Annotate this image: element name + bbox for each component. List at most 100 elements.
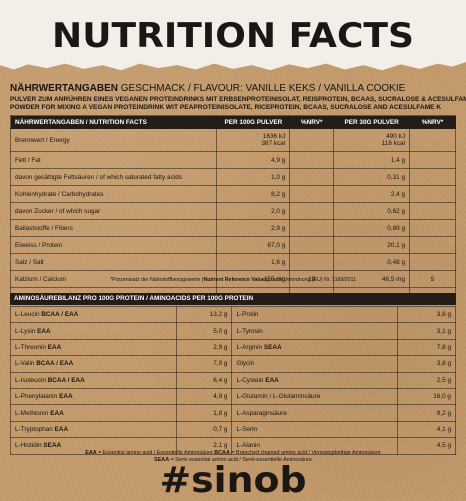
brand-hashtag: #sinob [159, 460, 307, 501]
table-row: L-Tryptophan EAA 0,7 g L-Serin 4,1 g [10, 420, 456, 439]
amino-value: 16,0 g [397, 387, 456, 406]
table-row: Kohlenhydrate / Carbohydrates 8,2 g 2,4 … [9, 185, 456, 203]
table-row: davon gesättigte Fettsäuren / of which s… [9, 168, 456, 186]
nutrient-nrv100 [289, 219, 335, 237]
nutrient-per30: 490 kJ 116 kcal [333, 128, 411, 152]
amino-value: 2,5 g [397, 371, 456, 389]
amino-name: L-Tryptophan EAA [10, 420, 177, 439]
amino-name: L-Phenylalanin EAA [10, 387, 177, 406]
nutrient-name: Salz / Salt [9, 253, 218, 271]
amino-value: 7,9 g [175, 355, 233, 373]
footnote-text-c: ) nach Verordnung (EU) Nr. 1169/2011 [267, 277, 356, 283]
nutrient-name: Kohlenhydrate / Carbohydrates [9, 185, 218, 203]
nutrient-nrv30 [409, 151, 456, 169]
col-header-per100: PER 100G PULVER [216, 115, 291, 129]
amino-name: L-Serin [231, 420, 399, 439]
amino-name-text: L-Glutamin / L-Glutaminsäure [236, 393, 321, 401]
nutrient-name: Ballaststoffe / Fibers [9, 219, 218, 237]
amino-name: L-Valin BCAA / EAA [10, 355, 177, 373]
table-row: Brennwert / Energy 1636 kJ 387 kcal 490 … [9, 128, 456, 152]
nutrient-name: Brennwert / Energy [9, 128, 218, 152]
amino-name-text: L-Lysin [15, 327, 36, 335]
nutrient-per30: 2,4 g [333, 185, 411, 203]
table-row: L-Threonin EAA 2,9 g L-Arginin SEAA 7,8 g [10, 338, 456, 357]
amino-name: Glycin [231, 355, 399, 373]
amino-name-text: L-Asparaginsäure [236, 409, 287, 417]
description-de: PULVER ZUM ANRÜHREN EINES VEGANEN PROTEI… [10, 96, 466, 103]
footnote-text-b: Nutrient Reference Values [203, 277, 268, 283]
amino-name: L-Lysin EAA [10, 322, 177, 340]
nutrient-nrv100 [289, 151, 335, 169]
legend-seaa-text: = Semi essential amino acid / Semi-essen… [169, 457, 312, 463]
amino-name-text: L-Histidin [15, 442, 42, 450]
nutrient-nrv100 [289, 202, 335, 220]
nutrient-nrv30 [409, 202, 456, 220]
amino-name-text: L-Isoleucin [15, 376, 46, 384]
amino-name: L-Asparaginsäure [231, 404, 399, 422]
nutrient-name: davon gesättigte Fettsäuren / of which s… [9, 168, 218, 186]
amino-value: 4,5 g [397, 437, 456, 455]
nutrient-name: Eiweiss / Protein [9, 236, 218, 254]
amino-value: 9,2 g [397, 404, 456, 422]
amino-name-text: L-Phenylalanin [15, 393, 58, 401]
legend-eaa-text: = Essential amino acid / Essentielle Ami… [96, 450, 215, 456]
amino-table: L-Leucin BCAA / EAA 13,2 g L-Prolin 3,8 g L-… [10, 305, 456, 455]
amino-name-text: L-Methionin [15, 409, 49, 417]
amino-name-text: L-Threonin [15, 343, 46, 351]
amino-name: L-Glutamin / L-Glutaminsäure [231, 387, 399, 406]
nutrient-per100: 67,0 g [216, 236, 291, 254]
amino-value: 3,8 g [397, 305, 456, 324]
amino-value: 0,7 g [175, 420, 233, 439]
nutrient-nrv30 [409, 253, 456, 271]
nutrient-nrv100 [289, 168, 335, 186]
amino-value: 7,8 g [397, 338, 456, 357]
amino-name: L-Prolin [231, 305, 399, 324]
amino-name-text: L-Valin [15, 360, 35, 368]
amino-name-text: L-Leucin [15, 311, 40, 319]
table-row: L-Valin BCAA / EAA 7,9 g Glycin 3,8 g [10, 355, 456, 373]
amino-tag: BCAA / EAA [41, 311, 79, 319]
amino-value: 4,9 g [175, 387, 233, 406]
amino-name-text: L-Prolin [236, 311, 259, 319]
nutrient-nrv100 [289, 236, 335, 254]
nutrition-header-row: NÄHRWERTANGABEN / NUTRITION FACTS PER 10… [9, 115, 456, 129]
amino-value: 3,1 g [397, 322, 456, 340]
table-row: L-Lysin EAA 5,0 g L-Tyrosin 3,1 g [10, 322, 456, 340]
amino-value: 2,9 g [175, 338, 233, 357]
amino-name: L-Threonin EAA [10, 338, 177, 357]
legend-bcaa-label: BCAA [214, 450, 230, 456]
table-row: L-Isoleucin BCAA / EAA 6,4 g L-Cystein EAA… [10, 371, 456, 389]
table-row: Ballaststoffe / Fibers 2,9 g 0,89 g [9, 219, 456, 237]
table-row: Fett / Fat 4,9 g 1,4 g [9, 151, 456, 169]
amino-tag: EAA [37, 327, 51, 335]
flavor-line: NÄHRWERTANGABEN GESCHMACK / FLAVOUR: VAN… [10, 84, 460, 94]
table-row: L-Leucin BCAA / EAA 13,2 g L-Prolin 3,8 g [10, 305, 456, 324]
nutrient-per100: 1,0 g [216, 168, 291, 186]
description-en: POWDER FOR MIXING A VEGAN PROTEINDRINK W… [10, 104, 442, 111]
amino-value: 6,4 g [175, 371, 233, 389]
nutrition-table: NÄHRWERTANGABEN / NUTRITION FACTS PER 10… [9, 115, 456, 305]
amino-name-text: L-Tryptophan [15, 425, 53, 433]
nutrient-per100: 2,0 g [216, 202, 291, 220]
amino-value: 13,2 g [175, 305, 233, 324]
table-row: L-Histidin SEAA 2,1 g L-Alanin 4,5 g [10, 437, 456, 455]
amino-value: 5,0 g [175, 322, 233, 340]
nutrient-name: Fett / Fat [9, 151, 218, 169]
table-row: L-Phenylalanin EAA 4,9 g L-Glutamin / L-Gl… [10, 387, 456, 406]
amino-name-text: L-Cystein [236, 376, 264, 384]
amino-legend-2: SEAA = Semi essential amino acid / Semi-… [10, 456, 456, 464]
amino-name-text: Glycin [236, 360, 255, 368]
nutrient-per30: 0,89 g [333, 219, 411, 237]
amino-tag: EAA [47, 343, 62, 351]
nutrient-nrv100 [289, 128, 335, 152]
amino-name: L-Leucin BCAA / EAA [10, 305, 177, 324]
legend-bcaa-text: = Branched chained amino acid / Verzweig… [229, 450, 381, 456]
nutrient-per100: 2,9 g [216, 219, 291, 237]
amino-name-text: L-Arginin [236, 343, 263, 351]
amino-name: L-Isoleucin BCAA / EAA [10, 371, 177, 389]
amino-value: 3,8 g [397, 355, 456, 373]
nutrient-per30: 20,1 g [333, 236, 411, 254]
nutrient-nrv30 [409, 168, 456, 186]
flavor-name: GESCHMACK / FLAVOUR: VANILLE KEKS / VANI… [120, 83, 406, 94]
footnote-text-a: *Prozentsatz der Nährstoffbezugswerte ( [110, 277, 204, 283]
